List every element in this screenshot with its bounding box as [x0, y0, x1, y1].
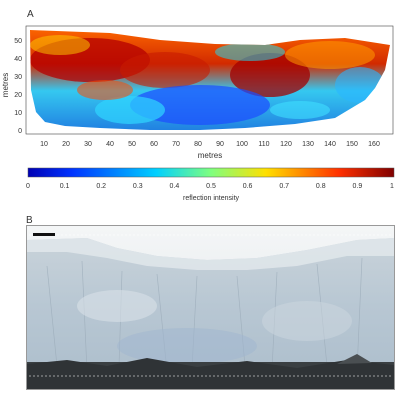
x-tick: 140	[324, 141, 336, 148]
x-tick: 110	[258, 141, 269, 148]
colorbar-tick: 1	[390, 183, 394, 190]
ice-cliff-photo	[26, 225, 395, 390]
colorbar-tick: 0.2	[96, 183, 106, 190]
x-tick: 160	[368, 141, 380, 148]
colorbar-tick: 0.1	[60, 183, 70, 190]
intensity-map-plot: 0 10 20 30 40 50 metres 10 20 30 40 50 6…	[1, 25, 394, 160]
panel-b-letter: B	[26, 215, 33, 226]
y-axis-title: metres	[1, 73, 10, 97]
x-tick: 130	[302, 141, 314, 148]
x-tick: 10	[40, 141, 48, 148]
x-tick: 20	[62, 141, 70, 148]
y-tick: 0	[18, 128, 22, 135]
panel-a-letter: A	[27, 9, 34, 20]
x-tick-labels: 10 20 30 40 50 60 70 80 90 100 110 120 1…	[40, 141, 380, 148]
x-tick: 40	[106, 141, 114, 148]
colorbar-tick-labels: 0 0.1 0.2 0.3 0.4 0.5 0.6 0.7 0.8 0.9 1	[26, 183, 394, 190]
intensity-heatmap	[30, 30, 390, 130]
x-tick: 90	[216, 141, 224, 148]
colorbar-tick: 0.7	[279, 183, 289, 190]
colorbar-gradient	[27, 167, 395, 178]
colorbar-tick: 0.5	[206, 183, 216, 190]
scale-bar	[33, 233, 55, 236]
x-axis-title: metres	[198, 151, 222, 160]
colorbar-tick: 0.3	[133, 183, 143, 190]
colorbar-tick: 0.4	[170, 183, 180, 190]
colorbar-label: reflection intensity	[183, 195, 240, 202]
colorbar: 0 0.1 0.2 0.3 0.4 0.5 0.6 0.7 0.8 0.9 1 …	[26, 167, 395, 202]
y-tick: 20	[14, 92, 22, 99]
x-tick: 80	[194, 141, 202, 148]
colorbar-tick: 0.8	[316, 183, 326, 190]
y-tick: 10	[14, 110, 22, 117]
colorbar-tick: 0.6	[243, 183, 253, 190]
x-tick: 60	[150, 141, 158, 148]
y-tick: 50	[14, 38, 22, 45]
x-tick: 70	[172, 141, 180, 148]
y-tick: 40	[14, 56, 22, 63]
colorbar-tick: 0.9	[353, 183, 363, 190]
x-tick: 150	[346, 141, 358, 148]
y-tick: 30	[14, 74, 22, 81]
x-tick: 50	[128, 141, 136, 148]
x-tick: 120	[280, 141, 292, 148]
x-tick: 30	[84, 141, 92, 148]
y-tick-labels: 0 10 20 30 40 50	[14, 38, 22, 135]
ice-cliff-image	[27, 226, 394, 389]
x-tick: 100	[236, 141, 248, 148]
colorbar-tick: 0	[26, 183, 30, 190]
